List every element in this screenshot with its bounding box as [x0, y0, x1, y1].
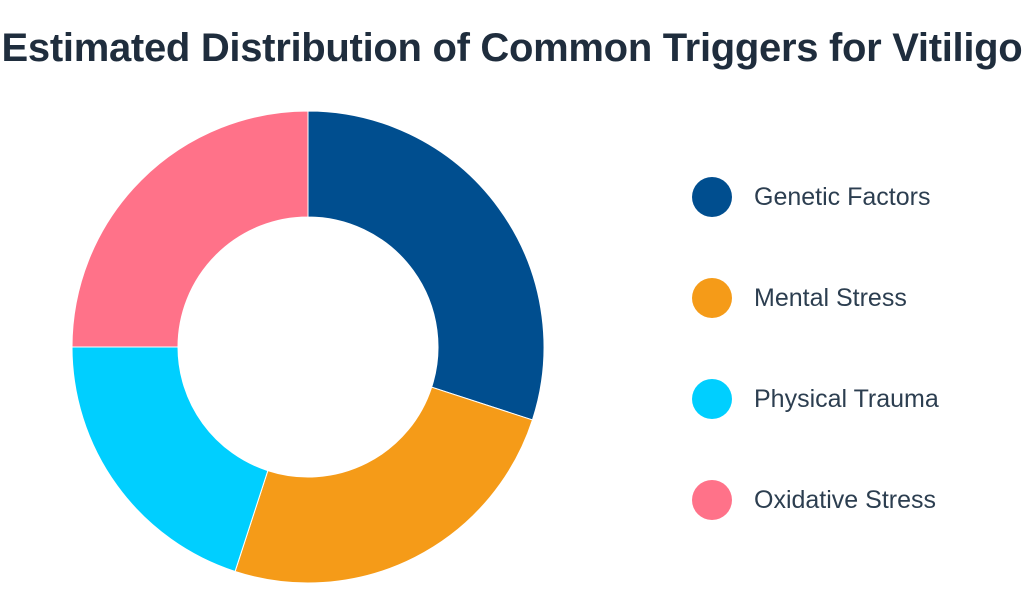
donut-slice-mental-stress: [234, 386, 534, 584]
legend-item-oxidative-stress: Oxidative Stress: [692, 479, 939, 521]
legend-swatch: [692, 278, 732, 318]
legend-swatch: [692, 379, 732, 419]
legend-label: Oxidative Stress: [754, 485, 937, 514]
legend-swatch: [692, 480, 732, 520]
legend-item-physical-trauma: Physical Trauma: [692, 378, 939, 420]
legend-label: Mental Stress: [754, 283, 907, 312]
legend-item-mental-stress: Mental Stress: [692, 277, 939, 319]
donut-slice-genetic-factors: [307, 110, 545, 421]
chart-title: Estimated Distribution of Common Trigger…: [1, 26, 1023, 70]
legend-label: Physical Trauma: [754, 384, 939, 413]
legend-item-genetic-factors: Genetic Factors: [692, 176, 939, 218]
donut-chart: [71, 110, 545, 584]
donut-slice-physical-trauma: [71, 346, 269, 573]
legend: Genetic Factors Mental Stress Physical Tra…: [692, 176, 939, 580]
legend-label: Genetic Factors: [754, 182, 931, 211]
legend-swatch: [692, 177, 732, 217]
donut-slice-oxidative-stress: [71, 110, 309, 348]
